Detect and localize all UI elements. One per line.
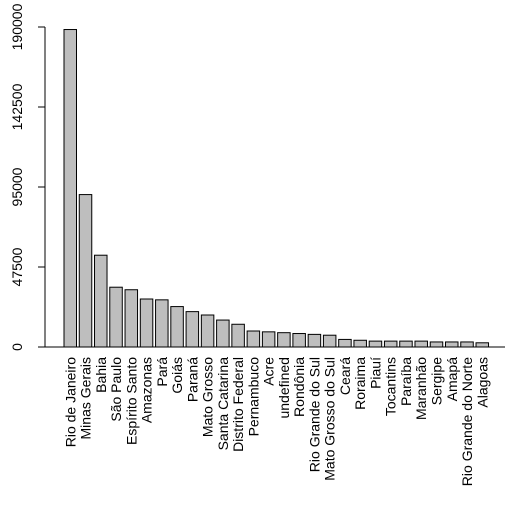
bar: [338, 338, 352, 348]
bar: [170, 306, 184, 348]
x-tick-label: Ceará: [337, 357, 353, 395]
x-tick-label: Minas Gerais: [78, 357, 94, 439]
bar: [445, 341, 459, 348]
bar: [185, 311, 200, 348]
bar: [353, 339, 367, 348]
x-tick-label: Roraima: [352, 357, 368, 410]
x-tick-label: Pará: [154, 357, 170, 387]
bars-layer: [63, 29, 490, 348]
x-tick-label: São Paulo: [108, 357, 124, 422]
bar: [200, 314, 215, 348]
bar: [475, 342, 490, 348]
y-tick-label: 0: [9, 343, 25, 351]
x-tick-label: Amazonas: [139, 357, 155, 423]
x-tick-label: Mato Grosso do Sul: [322, 357, 338, 481]
x-tick-label: Rio Grande do Norte: [459, 357, 475, 486]
bar: [231, 323, 245, 348]
x-axis: Rio de Janeiro Minas Gerais Bahia São Paulo…: [45, 346, 505, 486]
x-tick-label: Piauí: [367, 357, 383, 389]
x-tick-label: undefined: [276, 357, 292, 419]
bar: [383, 340, 398, 348]
x-tick-label: Pernambuco: [245, 357, 261, 437]
bar: [139, 298, 154, 348]
y-axis: 0 47500 95000 142500 190000: [9, 3, 46, 351]
y-tick-label: 142500: [9, 83, 25, 130]
y-tick-label: 95000: [9, 167, 25, 206]
bar: [277, 332, 291, 348]
bar: [460, 341, 474, 348]
x-tick-label: Paraíba: [398, 357, 414, 406]
x-tick-label: Acre: [261, 357, 277, 386]
x-tick-label: Bahia: [93, 357, 109, 393]
x-tick-label: Sergipe: [428, 357, 444, 405]
bar: [78, 194, 93, 348]
bar: [109, 286, 123, 348]
x-tick-label: Amapá: [444, 357, 460, 402]
bar: [216, 319, 230, 348]
bar: [414, 340, 428, 348]
x-tick-label: Distrito Federal: [230, 357, 246, 452]
bar: [429, 341, 444, 348]
bar: [63, 29, 77, 348]
x-tick-label: Goiás: [169, 357, 185, 394]
bar: [292, 333, 306, 348]
bar: [399, 340, 413, 348]
x-tick-label: Rio de Janeiro: [62, 357, 78, 447]
bar: [124, 289, 139, 348]
bar: [94, 254, 108, 348]
y-tick-label: 47500: [9, 247, 25, 286]
x-tick-label: Alagoas: [474, 357, 490, 408]
x-tick-label: Rio Grande do Sul: [306, 357, 322, 472]
bar: [368, 340, 383, 348]
x-tick-label: Paraná: [184, 357, 200, 402]
bar: [261, 331, 276, 348]
x-tick-label: Santa Catarina: [215, 357, 231, 451]
x-tick-label: Maranhão: [413, 357, 429, 420]
bar: [307, 333, 322, 348]
x-tick-label: Rondônia: [291, 357, 307, 417]
bar: [322, 334, 337, 348]
bar: [246, 330, 261, 348]
x-tick-label: Mato Grosso: [200, 357, 216, 437]
x-tick-label: Tocantins: [383, 357, 399, 416]
x-tick-label: Espírito Santo: [123, 357, 139, 445]
bar: [155, 299, 169, 348]
y-tick-label: 190000: [9, 3, 25, 50]
